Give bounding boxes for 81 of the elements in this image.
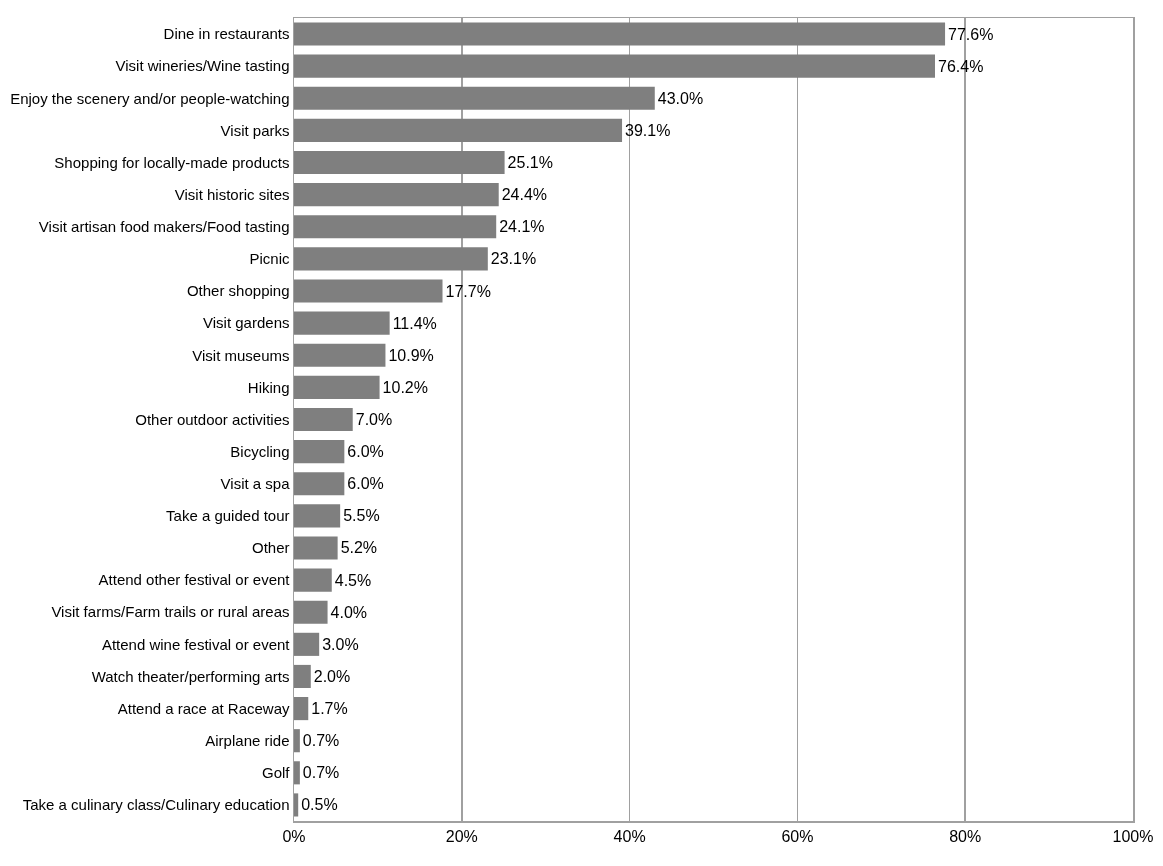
- data-label: 4.5%: [334, 571, 372, 589]
- bar: [294, 504, 341, 528]
- y-tick-label: Visit museums: [192, 346, 290, 364]
- bar: [294, 697, 309, 721]
- bar: [294, 600, 328, 624]
- x-tick-label: 0%: [282, 827, 306, 845]
- data-label: 39.1%: [625, 121, 671, 139]
- data-label: 76.4%: [938, 57, 984, 75]
- y-tick-label: Attend a race at Raceway: [117, 699, 290, 717]
- y-tick-label: Enjoy the scenery and/or people-watching: [10, 89, 290, 107]
- y-tick-label: Attend other festival or event: [98, 571, 291, 589]
- data-label: 0.7%: [302, 732, 340, 750]
- bar: [294, 375, 380, 399]
- y-tick-label: Take a culinary class/Culinary education: [22, 796, 290, 814]
- x-tick-label: 100%: [1112, 827, 1154, 845]
- y-tick-label: Take a guided tour: [166, 507, 290, 525]
- bar: [294, 215, 497, 239]
- data-label: 17.7%: [445, 282, 491, 300]
- data-label: 3.0%: [322, 635, 359, 653]
- y-tick-label: Visit a spa: [220, 474, 291, 492]
- bar: [294, 150, 505, 175]
- data-label: 2.0%: [313, 667, 351, 685]
- y-tick-label: Visit farms/Farm trails or rural areas: [51, 603, 290, 621]
- data-label: 4.0%: [330, 603, 368, 621]
- y-tick-label: Visit historic sites: [174, 185, 290, 203]
- data-label: 24.4%: [501, 186, 548, 204]
- data-label: 1.7%: [311, 700, 348, 718]
- data-label: 10.9%: [388, 346, 434, 364]
- bar: [294, 54, 935, 78]
- y-tick-label: Airplane ride: [205, 731, 290, 749]
- bar: [294, 343, 386, 367]
- data-label: 0.5%: [301, 796, 338, 814]
- bar: [294, 472, 345, 496]
- data-label: 0.7%: [302, 764, 340, 782]
- y-tick-label: Visit wineries/Wine tasting: [115, 57, 290, 75]
- x-tick-label: 40%: [613, 827, 646, 845]
- data-label: 6.0%: [347, 475, 384, 493]
- y-tick-label: Watch theater/performing arts: [91, 667, 290, 685]
- bar: [294, 183, 499, 207]
- bar: [294, 247, 488, 271]
- y-tick-label: Other: [251, 539, 290, 557]
- bar: [294, 118, 623, 142]
- y-tick-label: Bicycling: [230, 442, 290, 460]
- bar: [294, 86, 655, 110]
- bar: [294, 311, 390, 335]
- y-tick-label: Visit parks: [220, 121, 290, 139]
- y-tick-label: Golf: [261, 764, 291, 782]
- bar: [294, 761, 300, 785]
- y-tick-label: Other outdoor activities: [135, 410, 290, 428]
- bar: [294, 793, 299, 817]
- bar: [294, 568, 332, 592]
- data-label: 24.1%: [499, 218, 545, 236]
- data-label: 10.2%: [382, 378, 428, 396]
- y-tick-label: Hiking: [247, 378, 290, 396]
- data-label: 43.0%: [657, 89, 704, 107]
- bar: [294, 632, 320, 656]
- bar: [294, 407, 353, 432]
- data-label: 7.0%: [355, 411, 393, 428]
- data-label: 6.0%: [347, 443, 384, 461]
- data-label: 11.4%: [392, 314, 437, 332]
- data-label: 25.1%: [507, 154, 553, 172]
- bar: [294, 279, 443, 303]
- bar: [294, 536, 338, 560]
- y-tick-label: Dine in restaurants: [163, 25, 290, 43]
- bar: [294, 729, 300, 753]
- data-label: 5.2%: [340, 539, 378, 557]
- bar: [294, 440, 345, 464]
- x-tick-label: 80%: [949, 827, 982, 845]
- y-tick-label: Visit artisan food makers/Food tasting: [38, 218, 290, 236]
- data-label: 77.6%: [948, 25, 994, 43]
- bar: [294, 664, 311, 689]
- y-tick-label: Picnic: [249, 250, 290, 268]
- y-tick-label: Attend wine festival or event: [101, 635, 291, 653]
- y-tick-label: Other shopping: [186, 282, 290, 300]
- y-tick-label: Shopping for locally-made products: [54, 153, 290, 171]
- bar: [294, 22, 946, 46]
- data-label: 5.5%: [343, 507, 380, 525]
- y-tick-label: Visit gardens: [203, 314, 290, 332]
- data-label: 23.1%: [490, 250, 537, 268]
- x-tick-label: 20%: [445, 827, 478, 845]
- x-tick-label: 60%: [781, 827, 814, 845]
